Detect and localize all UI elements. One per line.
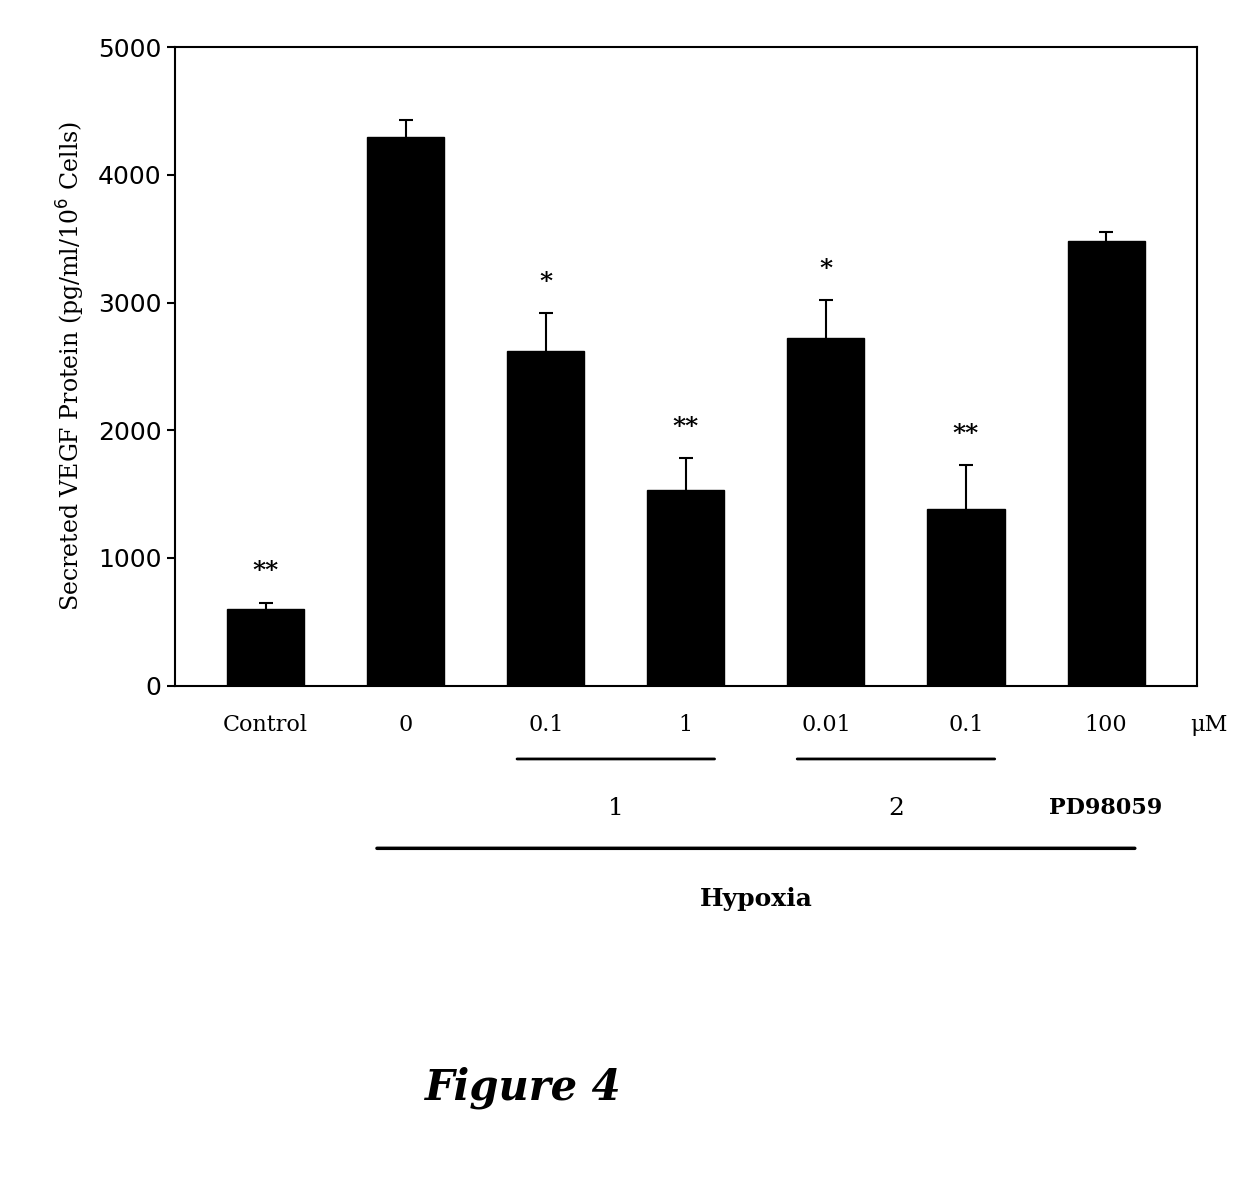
Text: *: * (819, 256, 833, 281)
Text: 2: 2 (888, 798, 904, 820)
Text: 0.1: 0.1 (527, 714, 564, 736)
Text: Hypoxia: Hypoxia (700, 886, 812, 910)
Text: μM: μM (1190, 714, 1227, 736)
Text: *: * (539, 269, 552, 293)
Y-axis label: Secreted VEGF Protein (pg/ml/10$^6$ Cells): Secreted VEGF Protein (pg/ml/10$^6$ Cell… (55, 122, 86, 611)
Text: 0.1: 0.1 (948, 714, 984, 736)
Text: PD98059: PD98059 (1050, 798, 1162, 819)
Text: **: ** (252, 559, 279, 584)
Text: Figure 4: Figure 4 (425, 1066, 622, 1109)
Bar (227, 609, 304, 686)
Text: 100: 100 (1085, 714, 1127, 736)
Bar (508, 351, 585, 686)
Text: Control: Control (223, 714, 308, 736)
Text: 1: 1 (609, 798, 624, 820)
Bar (367, 137, 444, 686)
Bar (647, 491, 725, 686)
Bar (787, 338, 864, 686)
Text: **: ** (953, 422, 979, 446)
Text: 0.01: 0.01 (801, 714, 850, 736)
Text: **: ** (672, 415, 700, 440)
Bar (928, 509, 1005, 686)
Text: 1: 1 (678, 714, 693, 736)
Bar (1067, 241, 1145, 686)
Text: 0: 0 (399, 714, 413, 736)
